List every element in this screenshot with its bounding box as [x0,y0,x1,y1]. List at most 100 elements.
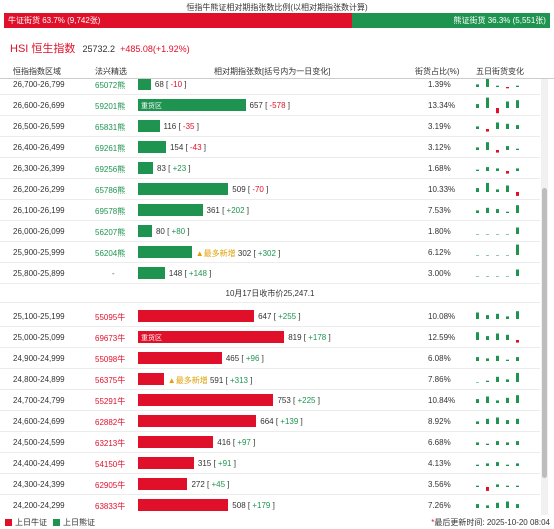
quantity-value: 416 [ +97 ] [217,438,256,447]
bull-ratio-segment: 牛证街货 63.7% (9,742张) [4,13,352,28]
five-day-sparkline [476,417,519,424]
five-day-sparkline [476,182,519,196]
cbbc-code-link[interactable]: 55098牛 [95,355,126,364]
cbbc-code-link[interactable]: 69256熊 [95,165,126,174]
table-row[interactable]: 24,400-24,499 54150牛 315 [ +91 ] 4.13% [0,453,540,474]
cbbc-code-link[interactable]: 55095牛 [95,313,126,322]
sparkline-bar [476,255,479,256]
quantity-value: 361 [ +202 ] [206,206,250,215]
sparkline-bar [516,227,519,234]
five-day-sparkline [476,441,519,445]
table-row[interactable]: 26,000-26,099 56207熊 80 [ +80 ] 1.80% [0,221,540,242]
sparkline-bar [476,104,479,108]
daily-change: +139 [278,417,301,426]
table-row[interactable]: 25,900-25,999 56204熊 ▲最多新增 302 [ +302 ] 6.1… [0,242,540,263]
sparkline-bar [476,188,479,192]
table-row[interactable]: 24,200-24,299 63833牛 508 [ +179 ] 7.26% [0,495,540,515]
cbbc-table[interactable]: 26,700-26,799 65072熊 68 [ -10 ] 1.39% 26,600… [0,79,554,515]
quantity-bar [138,79,151,90]
index-value: 25732.2 [82,44,116,54]
sparkline-bar [486,487,489,491]
table-row[interactable]: 25,100-25,199 55095牛 647 [ +255 ] 10.08% [0,306,540,327]
five-day-sparkline [476,372,519,383]
table-row[interactable]: 24,600-24,699 62882牛 664 [ +139 ] 8.92% [0,411,540,432]
table-row[interactable]: 26,700-26,799 65072熊 68 [ -10 ] 1.39% [0,79,540,95]
update-marker: * [431,518,435,527]
sparkline-bar [516,100,519,108]
quantity-bar [138,267,165,279]
five-day-sparkline [476,269,519,277]
quantity-bar [138,99,246,111]
cbbc-code-link[interactable]: 54150牛 [95,460,126,469]
sparkline-bar [486,380,489,382]
table-row[interactable]: 24,300-24,399 62905牛 272 [ +45 ] 3.56% [0,474,540,495]
street-share-pct: 12.59% [428,333,456,342]
sparkline-bar [496,255,499,256]
sparkline-bar [486,182,489,192]
sparkline-bar [476,312,479,319]
quantity-bar [138,436,214,448]
street-share-pct: 1.80% [428,227,451,236]
cbbc-code-link[interactable]: 62905牛 [95,481,126,490]
range-label: 26,600-26,699 [13,101,65,110]
daily-change: +225 [295,396,318,405]
sparkline-bar [476,84,479,87]
range-label: 25,800-25,899 [13,269,65,278]
five-day-sparkline [476,167,519,174]
table-row[interactable]: 26,100-26,199 69578熊 361 [ +202 ] 7.53% [0,200,540,221]
table-row[interactable]: 26,500-26,599 65831熊 116 [ -35 ] 3.19% [0,116,540,137]
cbbc-code-link[interactable]: 56207熊 [95,228,126,237]
most-new-badge: ▲最多新增 [167,376,208,385]
bear-legend-label: 上日熊证 [63,518,95,527]
table-row[interactable]: 24,500-24,599 63213牛 416 [ +97 ] 6.68% [0,432,540,453]
cbbc-code-link[interactable]: 65786熊 [95,186,126,195]
sparkline-bar [506,485,509,487]
daily-change: -43 [187,143,204,152]
cbbc-code-link[interactable]: 69578熊 [95,207,126,216]
daily-change: +178 [305,333,329,342]
sparkline-bar [506,211,509,213]
cbbc-code-link[interactable]: 56375牛 [95,376,126,385]
range-label: 24,800-24,899 [13,375,65,384]
cbbc-code-link[interactable]: 69673牛 [95,334,126,343]
quantity-value: 154 [ -43 ] [169,143,206,152]
table-row[interactable]: 25,800-25,899 - 148 [ +148 ] 3.00% [0,263,540,284]
quantity-bar [138,183,229,195]
cbbc-code-link[interactable]: 63833牛 [95,502,126,511]
scrollbar-thumb[interactable] [542,188,547,478]
table-row[interactable]: 24,900-24,999 55098牛 465 [ +96 ] 6.08% [0,348,540,369]
street-share-pct: 3.19% [428,122,451,131]
sparkline-bar [506,501,509,508]
five-day-sparkline [476,484,519,491]
sparkline-bar [496,313,499,319]
table-row[interactable]: 26,600-26,699 59201熊 重货区 657 [ -578 ] 13.34% [0,95,540,116]
table-row[interactable]: 26,400-26,499 69261熊 154 [ -43 ] 3.12% [0,137,540,158]
cbbc-code-link[interactable]: 56204熊 [95,249,126,258]
cbbc-code-link[interactable]: 69261熊 [95,144,126,153]
table-row[interactable]: 25,000-25,099 69673牛 重货区 819 [ +178 ] 12.59% [0,327,540,348]
cbbc-code-link[interactable]: 65072熊 [95,81,126,90]
quantity-bar [138,457,194,469]
cbbc-code-link[interactable]: 59201熊 [95,102,126,111]
daily-change: +313 [227,376,251,385]
page-title: 恒指牛熊证相对期指张数比例(以相对期指张数计算) [186,3,368,12]
table-row[interactable]: 24,800-24,899 56375牛 ▲最多新增 591 [ +313 ] 7.8… [0,369,540,390]
cbbc-code-link[interactable]: 55291牛 [95,397,126,406]
table-row[interactable]: 24,700-24,799 55291牛 753 [ +225 ] 10.84% [0,390,540,411]
sparkline-bar [516,244,519,255]
quantity-bar [138,225,152,237]
sparkline-bar [486,396,489,403]
sparkline-bar [506,101,509,108]
sparkline-bar [486,463,489,466]
range-label: 24,500-24,599 [13,438,65,447]
table-row[interactable]: 26,200-26,299 65786熊 509 [ -70 ] 10.33% [0,179,540,200]
daily-change: +202 [224,206,247,215]
cbbc-code-link[interactable]: 62882牛 [95,418,126,427]
table-row[interactable]: 26,300-26,399 69256熊 83 [ +23 ] 1.68% [0,158,540,179]
street-share-pct: 1.68% [428,164,451,173]
range-label: 25,000-25,099 [13,333,65,342]
daily-change: +302 [255,249,279,258]
cbbc-code-link[interactable]: 63213牛 [95,439,126,448]
cbbc-code-link[interactable]: 65831熊 [95,123,126,132]
five-day-sparkline [476,332,519,343]
